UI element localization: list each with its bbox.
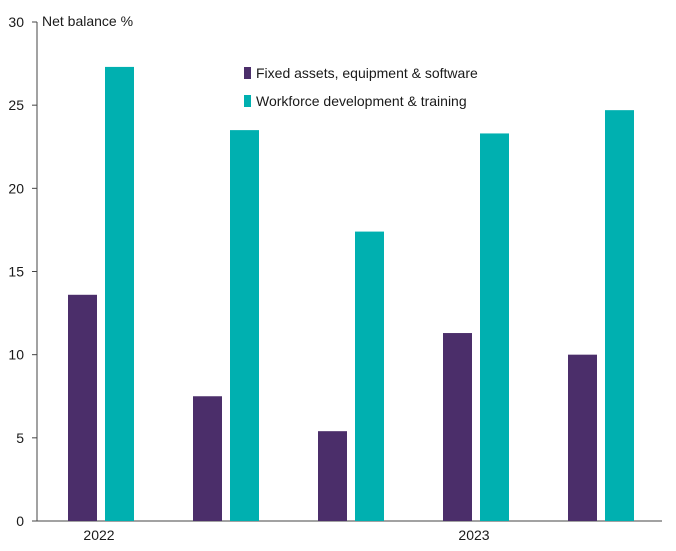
y-tick-label: 20 <box>8 180 24 196</box>
legend-label: Workforce development & training <box>256 93 467 109</box>
x-tick-label: 2023 <box>458 527 489 543</box>
bar-workforce-development <box>605 110 634 521</box>
bar-fixed-assets <box>568 354 597 521</box>
bar-fixed-assets <box>443 333 472 521</box>
bar-workforce-development <box>480 133 509 521</box>
y-tick-label: 30 <box>8 14 24 30</box>
x-axis: 2022 2023 <box>37 520 662 543</box>
legend-swatch <box>244 95 251 107</box>
y-tick-label: 25 <box>8 97 24 113</box>
y-tick-label: 15 <box>8 264 24 280</box>
y-tick-label: 5 <box>16 430 24 446</box>
bar-workforce-development <box>105 66 134 521</box>
bar-workforce-development <box>355 231 384 521</box>
bars <box>68 66 634 521</box>
legend-label: Fixed assets, equipment & software <box>256 65 478 81</box>
bar-fixed-assets <box>68 294 97 521</box>
y-axis: 0 5 10 15 20 25 30 <box>8 14 38 529</box>
x-tick-label: 2022 <box>83 527 114 543</box>
y-axis-title: Net balance % <box>42 13 133 29</box>
y-tick-label: 0 <box>16 513 24 529</box>
legend-swatch <box>244 67 251 79</box>
bar-fixed-assets <box>318 431 347 521</box>
bar-fixed-assets <box>193 396 222 521</box>
bar-workforce-development <box>230 130 259 521</box>
y-tick-label: 10 <box>8 347 24 363</box>
legend: Fixed assets, equipment & software Workfo… <box>244 65 478 109</box>
